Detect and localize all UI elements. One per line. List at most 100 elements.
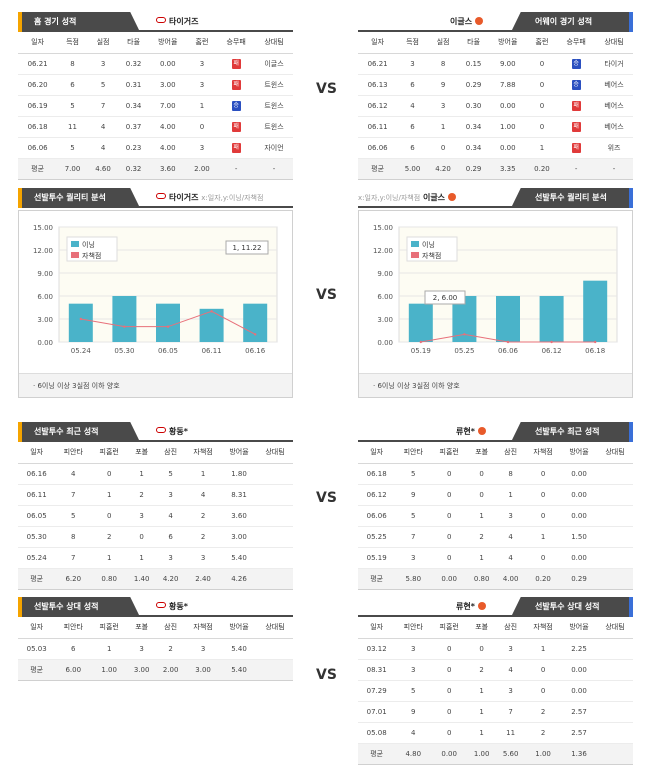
table-cell: 1 — [467, 505, 497, 527]
average-cell: 2.40 — [185, 568, 222, 590]
vs-label: VS — [316, 287, 337, 303]
table-cell: 3 — [127, 505, 157, 527]
table-cell: 6 — [57, 74, 88, 96]
table-cell: 0 — [91, 463, 128, 485]
pitcher-vs-left-table: 일자 피안타 피홈런 포볼 삼진 자책점 방어율 상대팀 05.03 6 1 3 2 3 5.40 평균 6.0… — [18, 617, 293, 681]
column-header: 승무패 — [557, 32, 596, 54]
table-cell: 5 — [87, 74, 119, 96]
result-cell: 패 — [217, 74, 256, 96]
column-header: 상대팀 — [256, 442, 293, 464]
average-cell: 1.00 — [525, 743, 562, 765]
home-record-table: 일자 득점 실점 타율 방어율 홈런 승무패 상대팀 06.21 8 3 0.32 0.00 3 패 이글스 0… — [18, 32, 293, 180]
table-cell: 2 — [467, 659, 497, 681]
average-cell: 3.35 — [488, 158, 527, 180]
quality-note: · 6이닝 이상 3실점 이하 양호 — [359, 373, 632, 397]
table-cell: 11 — [496, 722, 526, 744]
column-header: 피홈런 — [431, 442, 468, 464]
panel-title: 홈 경기 성적 — [18, 12, 140, 32]
result-badge: 패 — [231, 58, 241, 69]
y-tick-label: 3.00 — [37, 316, 53, 324]
table-cell: 07.29 — [358, 680, 396, 702]
column-header: 상대팀 — [595, 32, 633, 54]
table-cell — [596, 659, 633, 681]
pitcher-recent-left-header: 선발투수 최근 성적 황동* — [18, 422, 293, 442]
bar — [539, 296, 564, 342]
table-cell: 2.25 — [561, 638, 597, 660]
average-cell: 6.20 — [55, 568, 92, 590]
table-cell: 3.00 — [148, 74, 187, 96]
column-header: 삼진 — [156, 442, 186, 464]
legend-label: 자책점 — [422, 251, 441, 260]
y-tick-label: 15.00 — [373, 224, 393, 232]
table-cell: 7.00 — [148, 95, 187, 117]
tigers-logo-icon — [156, 17, 166, 23]
table-cell: 4 — [496, 659, 526, 681]
table-cell: 0.31 — [118, 74, 149, 96]
table-cell: 0 — [525, 547, 562, 569]
table-cell: 0.00 — [488, 137, 527, 159]
average-row: 평균 5.00 4.20 0.29 3.35 0.20- - — [358, 158, 633, 180]
table-cell: 8 — [496, 463, 526, 485]
average-cell: 5.80 — [395, 568, 432, 590]
average-cell: 평균 — [358, 743, 396, 765]
average-cell: 0.29 — [561, 568, 597, 590]
table-cell: 0.00 — [561, 680, 597, 702]
average-cell: 3.60 — [148, 158, 187, 180]
table-cell: 2 — [525, 701, 562, 723]
x-tick-label: 06.12 — [542, 347, 562, 355]
column-header: 삼진 — [496, 617, 526, 639]
table-cell: 0.34 — [458, 137, 489, 159]
y-tick-label: 6.00 — [37, 293, 53, 301]
table-cell: 0 — [525, 505, 562, 527]
table-cell: 0 — [431, 484, 468, 506]
quality-left-header: 선발투수 퀄리티 분석 타이거즈 x:일자,y:이닝/자책점 — [18, 188, 293, 208]
table-cell: 06.06 — [18, 137, 58, 159]
average-cell: 1.00 — [91, 659, 128, 681]
vs-label: VS — [316, 81, 337, 97]
result-cell: 승 — [217, 95, 256, 117]
table-cell: 트윈스 — [255, 116, 293, 138]
y-tick-label: 0.00 — [377, 339, 393, 347]
table-cell: 5 — [156, 463, 186, 485]
x-tick-label: 06.11 — [202, 347, 222, 355]
panel-title: 선발투수 상대 성적 — [18, 597, 140, 617]
pitcher-vs-right-header: 류현* 선발투수 상대 성적 — [358, 597, 633, 617]
column-header: 일자 — [358, 32, 398, 54]
column-header: 방어율 — [561, 617, 597, 639]
pitcher-name: 황동* — [156, 601, 188, 612]
table-cell — [596, 680, 633, 702]
table-cell: 3 — [395, 659, 432, 681]
column-header: 일자 — [18, 32, 58, 54]
bar — [496, 296, 520, 342]
line-point — [79, 317, 82, 321]
chart-tooltip-text: 2, 6.00 — [433, 294, 458, 302]
column-header: 자책점 — [525, 442, 562, 464]
table-cell: 3 — [186, 74, 218, 96]
table-cell: 0.00 — [148, 53, 187, 75]
column-header: 자책점 — [185, 442, 222, 464]
line-point — [463, 333, 466, 336]
vs-label: VS — [316, 490, 337, 506]
column-header: 피홈런 — [431, 617, 468, 639]
table-cell: 08.31 — [358, 659, 396, 681]
column-header: 피홈런 — [91, 442, 128, 464]
table-row: 07.01 9 0 1 7 2 2.57 — [358, 701, 633, 723]
average-cell: 2.00 — [186, 158, 218, 180]
panel-title: 선발투수 최근 성적 — [18, 422, 140, 442]
table-cell: 4 — [395, 722, 432, 744]
average-cell: 1.36 — [561, 743, 597, 765]
table-cell: 1 — [496, 484, 526, 506]
table-cell: 7 — [87, 95, 119, 117]
team-name: 이글스 — [450, 16, 484, 27]
table-cell: 베어스 — [595, 74, 633, 96]
table-cell: 06.20 — [18, 74, 58, 96]
table-cell: 7 — [496, 701, 526, 723]
average-cell: 0.80 — [467, 568, 497, 590]
table-cell: 2.57 — [561, 722, 597, 744]
panel-title: 선발투수 퀄리티 분석 — [18, 188, 140, 208]
table-cell: 9 — [427, 74, 459, 96]
table-cell: 06.06 — [358, 137, 398, 159]
table-cell: 11 — [57, 116, 88, 138]
line-point — [254, 333, 257, 336]
table-cell: 0 — [431, 659, 468, 681]
